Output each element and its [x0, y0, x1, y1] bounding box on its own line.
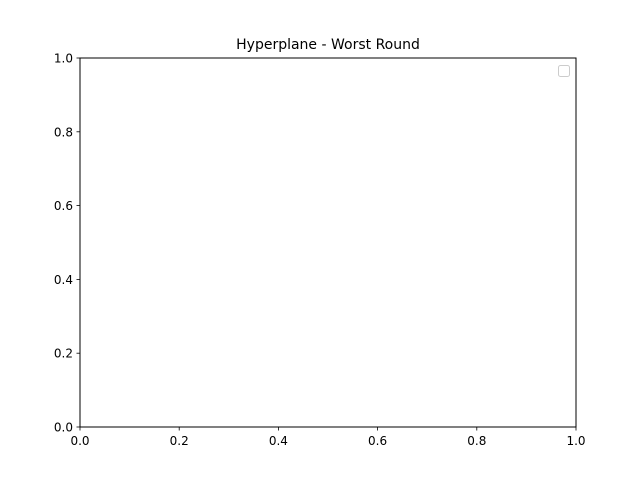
y-tick-label: 0.0 [54, 421, 73, 435]
chart-title: Hyperplane - Worst Round [236, 37, 420, 53]
legend-box [558, 65, 570, 77]
y-tick-label: 0.6 [54, 199, 73, 213]
plot-area [80, 58, 576, 427]
x-axis-ticks: 0.0 0.2 0.4 0.6 0.8 1.0 [70, 427, 586, 448]
x-tick-label: 0.2 [170, 434, 189, 448]
x-tick-label: 0.6 [368, 434, 387, 448]
x-tick-label: 0.8 [467, 434, 486, 448]
x-tick-label: 0.4 [269, 434, 288, 448]
y-tick-label: 0.2 [54, 347, 73, 361]
x-tick-label: 0.0 [70, 434, 89, 448]
x-tick-label: 1.0 [566, 434, 585, 448]
y-tick-label: 0.8 [54, 125, 73, 139]
plot-frame [79, 57, 577, 428]
y-tick-label: 1.0 [54, 52, 73, 66]
y-tick-label: 0.4 [54, 273, 73, 287]
y-axis-ticks: 0.0 0.2 0.4 0.6 0.8 1.0 [54, 52, 80, 435]
